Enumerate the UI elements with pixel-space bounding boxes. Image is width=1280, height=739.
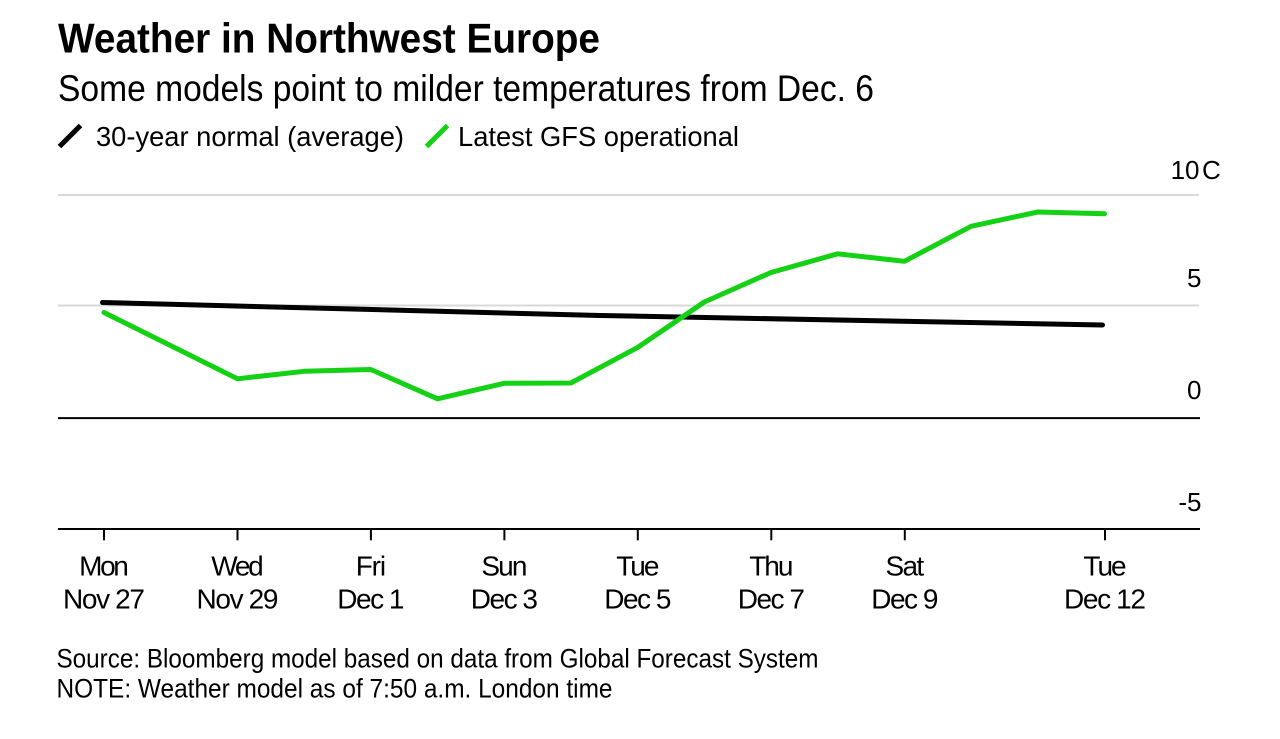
svg-text:Tue: Tue	[616, 551, 659, 582]
svg-text:Tue: Tue	[1083, 551, 1126, 582]
svg-text:Dec 7: Dec 7	[738, 584, 805, 615]
svg-text:Wed: Wed	[211, 551, 263, 582]
svg-text:Dec 5: Dec 5	[604, 584, 671, 615]
svg-text:Nov 27: Nov 27	[63, 584, 145, 615]
svg-text:Some models point to milder te: Some models point to milder temperatures…	[58, 68, 874, 109]
svg-text:Thu: Thu	[749, 551, 793, 582]
svg-text:NOTE: Weather model as of 7:50: NOTE: Weather model as of 7:50 a.m. Lond…	[57, 674, 613, 704]
svg-text:Dec 3: Dec 3	[471, 584, 538, 615]
svg-text:Source: Bloomberg model based: Source: Bloomberg model based on data fr…	[57, 644, 819, 674]
svg-text:Nov 29: Nov 29	[197, 584, 279, 615]
svg-text:Latest GFS operational: Latest GFS operational	[458, 121, 739, 152]
svg-text:Sun: Sun	[481, 551, 527, 582]
svg-text:C: C	[1202, 155, 1221, 185]
svg-text:10: 10	[1171, 155, 1200, 185]
svg-text:Sat: Sat	[886, 551, 925, 582]
svg-text:-5: -5	[1178, 487, 1201, 517]
svg-text:5: 5	[1187, 263, 1201, 293]
svg-text:Fri: Fri	[356, 551, 386, 582]
svg-text:Dec 12: Dec 12	[1064, 584, 1146, 615]
svg-text:0: 0	[1187, 375, 1201, 405]
svg-text:Mon: Mon	[79, 551, 129, 582]
svg-text:Dec 9: Dec 9	[871, 584, 938, 615]
svg-text:Weather in Northwest Europe: Weather in Northwest Europe	[58, 15, 600, 62]
svg-text:30-year normal (average): 30-year normal (average)	[96, 121, 404, 152]
svg-text:Dec 1: Dec 1	[337, 584, 404, 615]
